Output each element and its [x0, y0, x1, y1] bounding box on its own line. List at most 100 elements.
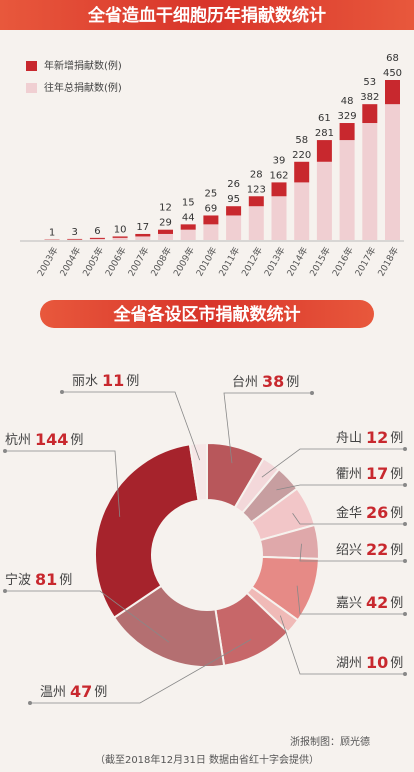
- bar-segment: [135, 236, 150, 240]
- bar-segment: [362, 104, 377, 123]
- slice-value: 22: [366, 540, 388, 559]
- leader-line: [5, 451, 120, 517]
- x-tick-label: 2006年: [103, 245, 129, 279]
- data-label: 48: [341, 96, 354, 107]
- x-tick-label: 2014年: [284, 245, 310, 279]
- leader-dot: [28, 701, 32, 705]
- leader-dot: [60, 390, 64, 394]
- city-name: 杭州: [5, 433, 31, 448]
- city-name: 宁波: [5, 572, 31, 588]
- x-tick-label: 2017年: [352, 245, 378, 279]
- unit: 例: [286, 375, 299, 390]
- slice-value: 26: [366, 503, 388, 522]
- data-label: 58: [295, 135, 308, 146]
- leader-dot: [3, 449, 7, 453]
- legend-swatch: [26, 83, 37, 93]
- x-tick-label: 2015年: [307, 245, 333, 279]
- bar-segment: [158, 230, 173, 234]
- leader-dot: [403, 672, 407, 676]
- city-name: 舟山: [336, 431, 362, 446]
- bar-segment: [294, 162, 309, 183]
- bar-segment: [113, 238, 128, 240]
- city-name: 温州: [40, 685, 66, 700]
- total-label: 69: [205, 203, 218, 214]
- bar-segment: [272, 182, 287, 196]
- legend-label: 年新增捐献数(例): [44, 59, 122, 72]
- city-name: 湖州: [336, 656, 362, 671]
- bar-segment: [181, 224, 196, 229]
- data-label: 26: [227, 179, 240, 190]
- total-label: 450: [383, 68, 402, 79]
- bar-segment: [385, 104, 400, 240]
- unit: 例: [390, 543, 403, 558]
- city-name: 绍兴: [336, 543, 362, 558]
- total-label: 10: [114, 224, 127, 235]
- unit: 例: [390, 431, 403, 446]
- total-label: 220: [292, 150, 311, 161]
- slice-value: 38: [262, 372, 284, 391]
- total-label: 382: [360, 92, 379, 103]
- data-label: 53: [363, 77, 376, 88]
- total-label: 17: [136, 222, 149, 233]
- city-name: 台州: [232, 375, 258, 390]
- unit: 例: [59, 573, 72, 588]
- x-tick-label: 2009年: [171, 245, 197, 279]
- bar-segment: [340, 123, 355, 140]
- slice-value: 47: [70, 682, 92, 701]
- bar-segment: [317, 140, 332, 162]
- chart-title: 全省造血干细胞历年捐献数统计: [87, 5, 326, 26]
- leader-dot: [403, 612, 407, 616]
- city-name: 衢州: [336, 467, 362, 482]
- leader-dot: [403, 447, 407, 451]
- slice-value: 144: [35, 430, 68, 449]
- x-tick-label: 2005年: [80, 245, 106, 279]
- bar-segment: [158, 234, 173, 240]
- donut-slice: [95, 444, 199, 617]
- slice-value: 81: [35, 570, 57, 589]
- bar-segment: [362, 123, 377, 240]
- bar-segment: [317, 162, 332, 240]
- leader-dot: [403, 483, 407, 487]
- total-label: 44: [182, 212, 195, 223]
- unit: 例: [390, 467, 403, 482]
- city-name: 金华: [336, 505, 362, 521]
- chart-title: 全省各设区市捐献数统计: [113, 304, 301, 325]
- slice-value: 42: [366, 593, 388, 612]
- bar-segment: [135, 234, 150, 236]
- slice-value: 12: [366, 428, 388, 447]
- slice-value: 17: [366, 464, 388, 483]
- bar-segment: [181, 230, 196, 240]
- data-label: 39: [273, 155, 286, 166]
- data-label: 25: [205, 188, 218, 199]
- leader-dot: [403, 522, 407, 526]
- data-label: 15: [182, 197, 195, 208]
- total-label: 95: [227, 194, 240, 205]
- bar-segment: [226, 206, 241, 215]
- bar-segment: [203, 224, 218, 240]
- x-tick-label: 2013年: [261, 245, 287, 279]
- total-label: 281: [315, 128, 334, 139]
- x-tick-label: 2010年: [193, 245, 219, 279]
- bar-segment: [90, 238, 105, 239]
- slice-value: 10: [366, 653, 388, 672]
- x-tick-label: 2007年: [125, 245, 151, 279]
- note: （截至2018年12月31日 数据由省红十字会提供）: [95, 753, 319, 766]
- bar-segment: [272, 196, 287, 240]
- unit: 例: [390, 596, 403, 611]
- bar-segment: [249, 206, 264, 240]
- total-label: 3: [72, 227, 78, 238]
- total-label: 6: [94, 226, 100, 237]
- bar-segment: [90, 239, 105, 240]
- total-label: 162: [269, 170, 288, 181]
- x-tick-label: 2012年: [239, 245, 265, 279]
